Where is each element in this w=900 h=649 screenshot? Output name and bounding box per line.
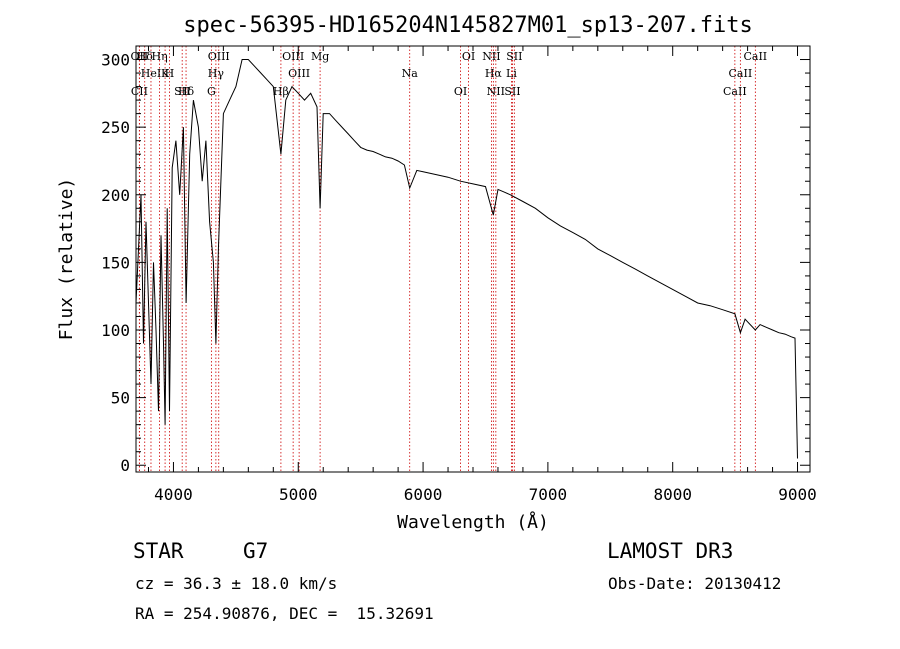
line-marker-label: Hβ	[273, 85, 289, 98]
line-marker-label: OI	[454, 85, 467, 98]
x-tick-label: 4000	[154, 485, 193, 504]
line-marker-label: K	[161, 67, 170, 80]
line-marker-label: Hγ	[208, 67, 225, 80]
redshift-velocity: cz = 36.3 ± 18.0 km/s	[135, 574, 338, 593]
object-subclass: G7	[243, 539, 269, 563]
line-marker-label: CII	[131, 85, 148, 98]
line-marker-label: Hδ	[178, 85, 195, 98]
y-tick-label: 200	[101, 186, 130, 205]
x-tick-label: 5000	[279, 485, 318, 504]
line-marker-label: OIII	[288, 67, 310, 80]
line-marker-label: Li	[506, 67, 517, 80]
line-marker-label: CaII	[743, 50, 767, 63]
line-marker-label: OIII	[282, 50, 304, 63]
y-tick-label: 250	[101, 118, 130, 137]
line-marker-label: SII	[174, 85, 190, 98]
line-marker-label: Hη	[151, 50, 167, 63]
line-marker-label: Mg	[311, 50, 329, 63]
y-tick-label: 50	[111, 389, 130, 408]
line-marker-labels: HδKHδOIIHeISIIOIIIHγCIIHηHGOIIIOIIIHβMgN…	[131, 50, 768, 98]
survey-name: LAMOST DR3	[607, 539, 734, 563]
plot-frame	[135, 45, 811, 473]
chart-title: spec-56395-HD165204N145827M01_sp13-207.f…	[183, 13, 753, 38]
x-tick-label: 8000	[653, 485, 692, 504]
line-marker-label: H	[165, 67, 175, 80]
line-marker-label: Na	[402, 67, 419, 80]
y-axis-ticks: 0 50 100 150 200 250 300	[101, 51, 810, 475]
line-marker-label: NII	[487, 85, 505, 98]
coordinates: RA = 254.90876, DEC = 15.32691	[135, 604, 434, 623]
line-marker-label: SII	[504, 85, 520, 98]
x-axis-ticks: 4000 5000 6000 7000 8000 9000	[147, 46, 817, 504]
line-marker-label: HeI	[141, 67, 161, 80]
y-axis-label: Flux (relative)	[56, 178, 77, 341]
y-tick-label: 100	[101, 321, 130, 340]
y-tick-label: 0	[120, 456, 130, 475]
line-marker-label: SII	[506, 50, 522, 63]
line-marker-label: CaII	[723, 85, 747, 98]
x-tick-label: 6000	[404, 485, 443, 504]
x-axis-label: Wavelength (Å)	[397, 511, 549, 533]
x-tick-label: 9000	[778, 485, 817, 504]
line-markers	[138, 46, 756, 472]
line-marker-label: G	[207, 85, 216, 98]
spectrum-line	[135, 59, 798, 459]
line-marker-label: OIII	[208, 50, 230, 63]
y-tick-label: 300	[101, 51, 130, 70]
object-class: STAR	[133, 539, 184, 563]
y-tick-label: 150	[101, 253, 130, 272]
line-marker-label: Hα	[485, 67, 503, 80]
line-marker-label: OII	[131, 50, 149, 63]
line-marker-label: OI	[462, 50, 475, 63]
line-marker-label: CaII	[729, 67, 753, 80]
x-tick-label: 7000	[529, 485, 568, 504]
line-marker-label: NII	[482, 50, 500, 63]
observation-date: Obs-Date: 20130412	[608, 574, 782, 593]
